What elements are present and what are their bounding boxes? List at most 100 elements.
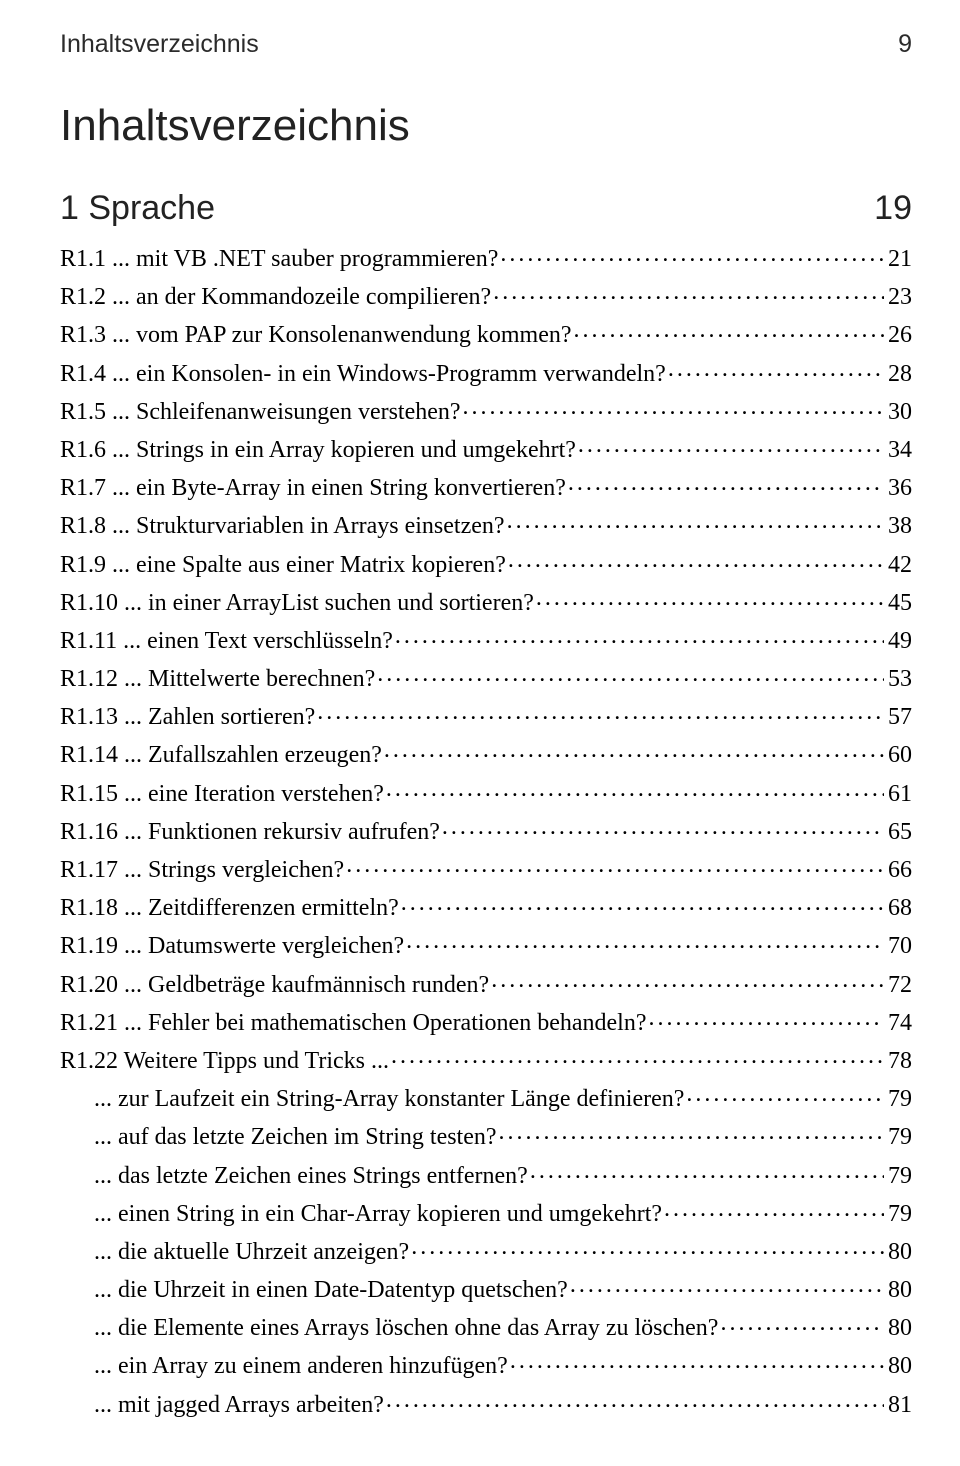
toc-entry: R1.4 ... ein Konsolen- in ein Windows-Pr… [60,357,912,386]
toc-leader-dots [568,471,884,495]
toc-leader-dots [507,509,884,533]
toc-entry-label: R1.6 ... Strings in ein Array kopieren u… [60,438,576,462]
toc-entry-page: 79 [888,1087,912,1111]
toc-entry-label: R1.19 ... Datumswerte vergleichen? [60,934,404,958]
toc-entry: R1.17 ... Strings vergleichen? 66 [60,853,912,882]
toc-entry-page: 60 [888,743,912,767]
toc-entry-label: R1.3 ... vom PAP zur Konsolenanwendung k… [60,323,572,347]
toc-entry-page: 38 [888,514,912,538]
toc-entry-label: R1.21 ... Fehler bei mathematischen Oper… [60,1011,646,1035]
toc-leader-dots [536,586,884,610]
toc-leader-dots [574,318,884,342]
toc-entry: ... die Elemente eines Arrays löschen oh… [60,1311,912,1340]
toc-leader-dots [391,1044,884,1068]
toc-entry-label: R1.2 ... an der Kommandozeile compiliere… [60,285,491,309]
toc-entry-label: R1.10 ... in einer ArrayList suchen und … [60,591,534,615]
toc-entry-page: 79 [888,1202,912,1226]
toc-entry: R1.11 ... einen Text verschlüsseln? 49 [60,624,912,653]
toc-entry-page: 81 [888,1393,912,1417]
toc-entry-page: 45 [888,591,912,615]
toc-entry: ... die Uhrzeit in einen Date-Datentyp q… [60,1273,912,1302]
chapter-heading: 1 Sprache 19 [60,189,912,228]
toc-leader-dots [648,1006,884,1030]
toc-entry: R1.10 ... in einer ArrayList suchen und … [60,586,912,615]
toc-entry: R1.15 ... eine Iteration verstehen? 61 [60,777,912,806]
toc-entry-label: R1.16 ... Funktionen rekursiv aufrufen? [60,820,440,844]
toc-entry-page: 61 [888,782,912,806]
toc-entry-page: 80 [888,1354,912,1378]
toc-entry-page: 42 [888,553,912,577]
toc-leader-dots [499,1120,884,1144]
toc-leader-dots [442,815,884,839]
toc-entry-label: R1.15 ... eine Iteration verstehen? [60,782,384,806]
toc-leader-dots [386,777,884,801]
toc-entry-label: ... die Elemente eines Arrays löschen oh… [94,1316,718,1340]
toc-leader-dots [491,968,884,992]
toc-entry-label: R1.5 ... Schleifenanweisungen verstehen? [60,400,461,424]
toc-leader-dots [686,1082,884,1106]
toc-entry-label: ... einen String in ein Char-Array kopie… [94,1202,662,1226]
toc-entry-page: 72 [888,973,912,997]
toc-entry-page: 78 [888,1049,912,1073]
toc-entry: R1.2 ... an der Kommandozeile compiliere… [60,280,912,309]
toc-entry-page: 21 [888,247,912,271]
toc-leader-dots [406,929,884,953]
toc-entry-label: ... das letzte Zeichen eines Strings ent… [94,1164,528,1188]
toc-entry: ... zur Laufzeit ein String-Array konsta… [60,1082,912,1111]
toc-entry: R1.7 ... ein Byte-Array in einen String … [60,471,912,500]
toc-entry-label: R1.9 ... eine Spalte aus einer Matrix ko… [60,553,506,577]
chapter-label: 1 Sprache [60,189,215,228]
toc-entry-label: R1.8 ... Strukturvariablen in Arrays ein… [60,514,505,538]
toc-entry: R1.16 ... Funktionen rekursiv aufrufen? … [60,815,912,844]
toc-entry-label: ... die aktuelle Uhrzeit anzeigen? [94,1240,409,1264]
toc-entry: R1.18 ... Zeitdifferenzen ermitteln? 68 [60,891,912,920]
toc-leader-dots [401,891,884,915]
toc-entry-label: R1.12 ... Mittelwerte berechnen? [60,667,375,691]
page-header: Inhaltsverzeichnis 9 [60,30,912,59]
toc-entry-page: 28 [888,362,912,386]
toc-leader-dots [510,1349,884,1373]
toc-entry: R1.13 ... Zahlen sortieren? 57 [60,700,912,729]
toc-entry-page: 66 [888,858,912,882]
toc-entry-label: R1.22 Weitere Tipps und Tricks ... [60,1049,389,1073]
toc-entry: R1.9 ... eine Spalte aus einer Matrix ko… [60,548,912,577]
toc-entry: R1.22 Weitere Tipps und Tricks ... 78 [60,1044,912,1073]
toc-leader-dots [395,624,884,648]
toc-entry-label: ... auf das letzte Zeichen im String tes… [94,1125,497,1149]
header-page-number: 9 [898,30,912,59]
toc-leader-dots [493,280,884,304]
toc-entry-label: R1.11 ... einen Text verschlüsseln? [60,629,393,653]
toc-entry: ... einen String in ein Char-Array kopie… [60,1197,912,1226]
toc-leader-dots [664,1197,884,1221]
toc-entry: R1.19 ... Datumswerte vergleichen? 70 [60,929,912,958]
toc-entry-page: 30 [888,400,912,424]
toc-leader-dots [508,548,884,572]
toc-entry: R1.14 ... Zufallszahlen erzeugen? 60 [60,738,912,767]
toc-entry: ... auf das letzte Zeichen im String tes… [60,1120,912,1149]
toc-entry-label: ... mit jagged Arrays arbeiten? [94,1393,384,1417]
toc-entry-label: R1.14 ... Zufallszahlen erzeugen? [60,743,382,767]
toc-entry-page: 26 [888,323,912,347]
chapter-page: 19 [874,189,912,228]
toc-entry-page: 53 [888,667,912,691]
toc-entry-page: 79 [888,1125,912,1149]
toc-entry-page: 68 [888,896,912,920]
toc-entry-label: R1.18 ... Zeitdifferenzen ermitteln? [60,896,399,920]
toc-entry-page: 65 [888,820,912,844]
toc-entry-page: 36 [888,476,912,500]
toc-entry-label: ... die Uhrzeit in einen Date-Datentyp q… [94,1278,568,1302]
toc-entry: ... die aktuelle Uhrzeit anzeigen? 80 [60,1235,912,1264]
toc-entry-label: ... zur Laufzeit ein String-Array konsta… [94,1087,684,1111]
toc-leader-dots [668,357,884,381]
toc-entry: ... ein Array zu einem anderen hinzufüge… [60,1349,912,1378]
toc-leader-dots [463,395,884,419]
toc-entry-label: R1.13 ... Zahlen sortieren? [60,705,315,729]
toc-entry-page: 57 [888,705,912,729]
toc-entry: R1.1 ... mit VB .NET sauber programmiere… [60,242,912,271]
toc-entry-label: R1.17 ... Strings vergleichen? [60,858,344,882]
toc-leader-dots [346,853,884,877]
header-left: Inhaltsverzeichnis [60,30,259,59]
toc-entry-page: 49 [888,629,912,653]
toc-leader-dots [317,700,884,724]
toc-entry: ... das letzte Zeichen eines Strings ent… [60,1159,912,1188]
